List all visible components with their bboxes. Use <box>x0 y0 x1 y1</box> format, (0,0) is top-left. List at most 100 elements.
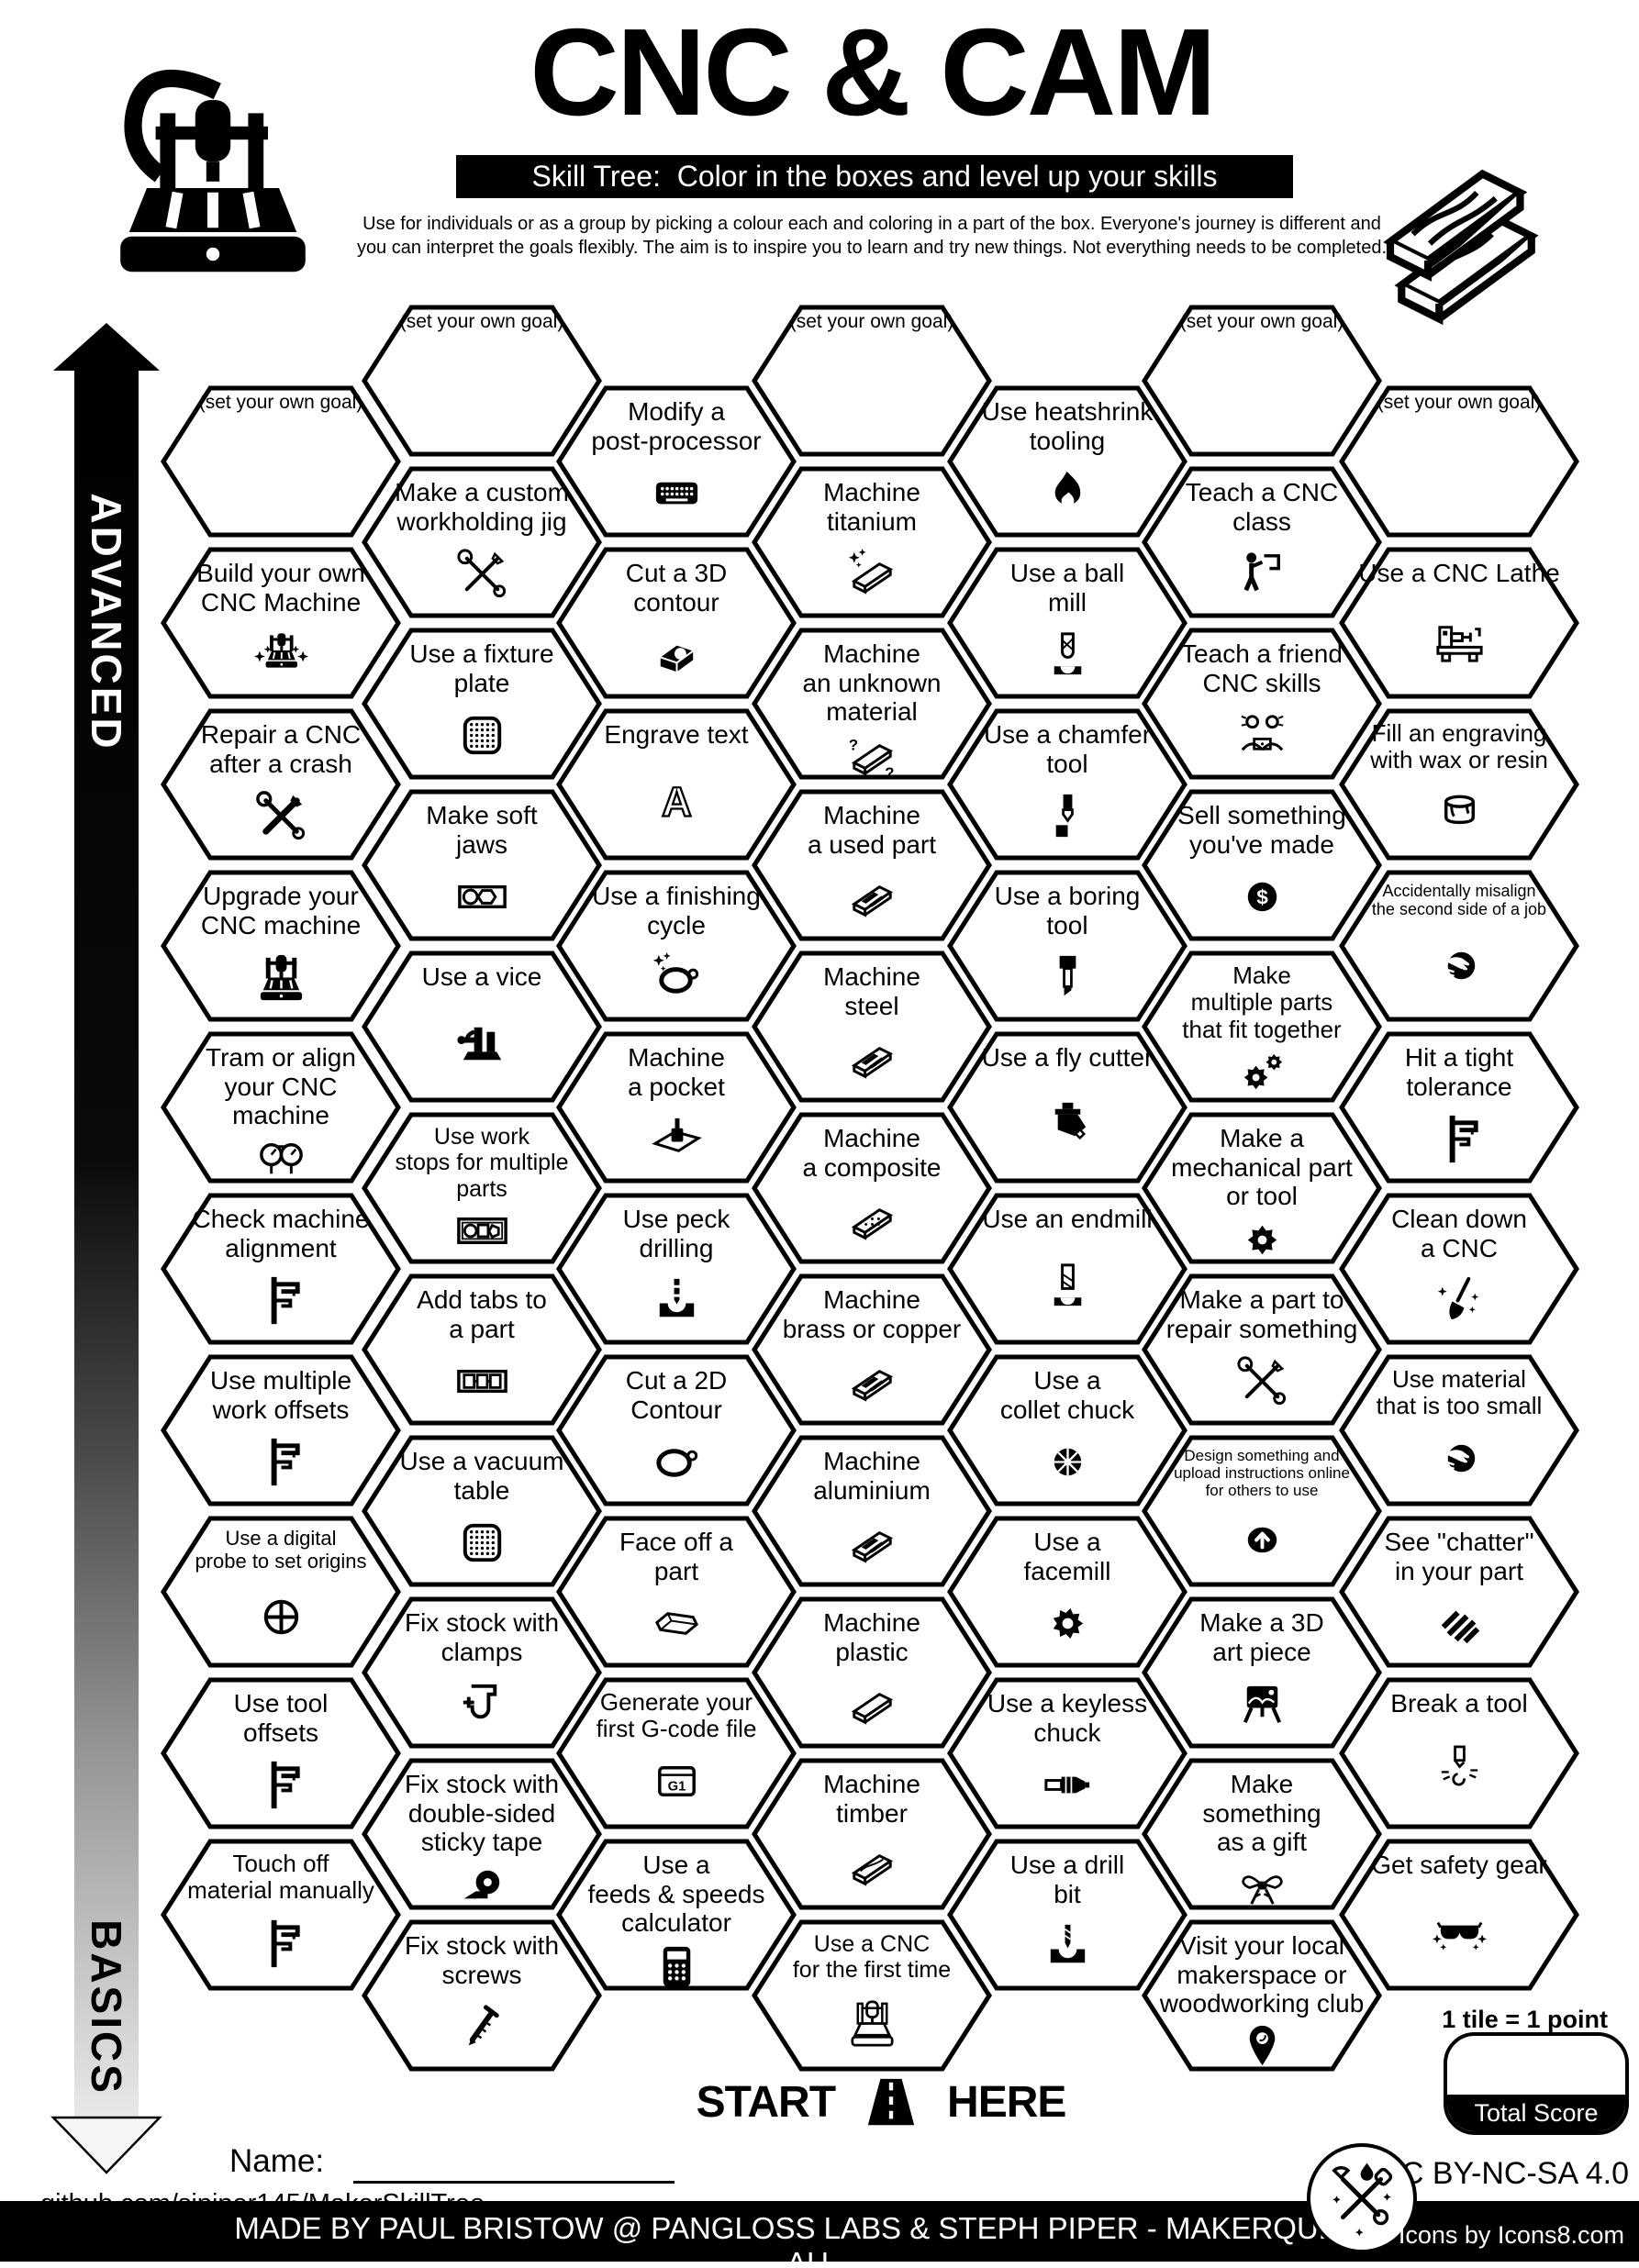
skill-tile[interactable]: Use a keyless chuck <box>946 1675 1188 1831</box>
skill-tile[interactable]: Tram or align your CNC machine <box>160 1029 402 1185</box>
skill-tile[interactable]: Get safety gear <box>1338 1837 1580 1993</box>
goal-tile[interactable]: (set your own goal) <box>160 384 402 539</box>
skill-tile[interactable]: Use a feeds & speeds calculator <box>555 1837 797 1993</box>
skill-tile[interactable]: Use work stops for multiple parts <box>361 1110 603 1266</box>
goal-tile[interactable]: (set your own goal) <box>1338 384 1580 539</box>
skill-tile[interactable]: Repair a CNC after a crash <box>160 706 402 862</box>
skill-tile[interactable]: Use a collet chuck <box>946 1352 1188 1508</box>
skill-tile[interactable]: Check machine alignment <box>160 1191 402 1347</box>
hexagon-outline <box>947 1677 1187 1829</box>
skill-tile[interactable]: Engrave text A <box>555 706 797 862</box>
goal-tile[interactable]: (set your own goal) <box>751 303 993 459</box>
collet-icon <box>1039 1424 1097 1508</box>
skill-tile[interactable]: Touch off material manually <box>160 1837 402 1993</box>
hexagon-outline <box>752 1596 992 1749</box>
skill-tile[interactable]: Use an endmill <box>946 1191 1188 1347</box>
skill-tile[interactable]: Machine an unknown material?? <box>751 626 993 782</box>
hexagon-outline <box>556 1839 797 1991</box>
skill-tile[interactable]: Add tabs to a part <box>361 1272 603 1428</box>
crossed-tools-outline-icon <box>1233 1343 1291 1428</box>
skill-tile[interactable]: Use a facemill <box>946 1514 1188 1670</box>
hexagon-outline <box>752 1435 992 1587</box>
skill-label: Use a fly cutter <box>981 1043 1154 1072</box>
skill-tile[interactable]: Use multiple work offsets <box>160 1352 402 1508</box>
hexagon-outline <box>947 1193 1187 1345</box>
skill-tile[interactable]: Make a 3D art piece <box>1141 1595 1383 1751</box>
skill-tile[interactable]: Visit your local makerspace or woodworki… <box>1141 1918 1383 2073</box>
goal-tile[interactable]: (set your own goal) <box>1141 303 1383 459</box>
skill-tile[interactable]: Use a chamfer tool <box>946 706 1188 862</box>
skill-tile[interactable]: Use a digital probe to set origins <box>160 1514 402 1670</box>
skill-tile[interactable]: Use a vacuum table <box>361 1433 603 1589</box>
skill-tile[interactable]: Machine timber <box>751 1756 993 1912</box>
skill-tile[interactable]: Use a finishing cycle <box>555 868 797 1024</box>
skill-tile[interactable]: Make a custom workholding jig <box>361 464 603 620</box>
skill-tile[interactable]: Machine aluminium <box>751 1433 993 1589</box>
skill-tile[interactable]: Use a fixture plate <box>361 626 603 782</box>
hexagon-outline <box>752 1758 992 1910</box>
skill-tile[interactable]: Teach a friend CNC skills <box>1141 626 1383 782</box>
hexagon-outline <box>362 1435 602 1587</box>
skill-tile[interactable]: Fill an engraving with wax or resin <box>1338 706 1580 862</box>
skill-tile[interactable]: Machine a used part <box>751 787 993 943</box>
skill-tile[interactable]: Use tool offsets <box>160 1675 402 1831</box>
skill-tile[interactable]: Break a tool <box>1338 1675 1580 1831</box>
skill-tile[interactable]: Face off a part <box>555 1514 797 1670</box>
skill-tile[interactable]: Cut a 2D Contour <box>555 1352 797 1508</box>
skill-tile[interactable]: Use peck drilling <box>555 1191 797 1347</box>
skill-tile[interactable]: Make something as a gift <box>1141 1756 1383 1912</box>
skill-tile[interactable]: Design something and upload instructions… <box>1141 1433 1383 1589</box>
skill-tile[interactable]: Hit a tight tolerance <box>1338 1029 1580 1185</box>
skill-tile[interactable]: Make soft jaws <box>361 787 603 943</box>
soft-jaws-icon <box>453 859 511 943</box>
hexagon-outline <box>947 708 1187 861</box>
skill-tile[interactable]: Make a part to repair something <box>1141 1272 1383 1428</box>
skill-tile[interactable]: Fix stock with double-sided sticky tape <box>361 1756 603 1912</box>
skill-tile[interactable]: See "chatter" in your part <box>1338 1514 1580 1670</box>
skill-tile[interactable]: Teach a CNC class <box>1141 464 1383 620</box>
skill-tile[interactable]: Cut a 3D contour <box>555 545 797 701</box>
skill-tile[interactable]: Machine a pocket <box>555 1029 797 1185</box>
skill-tile[interactable]: Make a mechanical part or tool <box>1141 1110 1383 1266</box>
name-field[interactable] <box>353 2181 675 2184</box>
skill-tile[interactable]: Fix stock with screws <box>361 1918 603 2073</box>
skill-tile[interactable]: Machine brass or copper <box>751 1272 993 1428</box>
skill-tile[interactable]: Upgrade your CNC machine <box>160 868 402 1024</box>
skill-tile[interactable]: Use material that is too small <box>1338 1352 1580 1508</box>
peck-drill-icon <box>648 1262 706 1347</box>
svg-text:G1: G1 <box>667 1780 686 1795</box>
skill-tile[interactable]: Sell something you've made $ <box>1141 787 1383 943</box>
goal-tile[interactable]: (set your own goal) <box>361 303 603 459</box>
skill-tile[interactable]: Use a fly cutter <box>946 1029 1188 1185</box>
hexagon-outline <box>1339 1031 1579 1184</box>
broom-icon <box>1431 1262 1488 1347</box>
icons-credit: Icons by Icons8.com <box>1398 2221 1624 2249</box>
skill-tile[interactable]: Machine titanium <box>751 464 993 620</box>
skill-label: Use a CNC Lathe <box>1358 559 1560 587</box>
skill-tile[interactable]: Use heatshrink tooling <box>946 384 1188 539</box>
skill-tile[interactable]: Use a ball mill <box>946 545 1188 701</box>
total-score-box[interactable]: Total Score <box>1444 2032 1629 2135</box>
skill-tile[interactable]: Machine plastic <box>751 1595 993 1751</box>
skill-tile[interactable]: Build your own CNC Machine <box>160 545 402 701</box>
hexagon-outline <box>1142 628 1382 780</box>
skill-tile[interactable]: Use a vice <box>361 949 603 1105</box>
boring-tool-icon <box>1039 939 1097 1024</box>
skill-tile[interactable]: Use a CNC for the first time <box>751 1918 993 2073</box>
skill-tile[interactable]: Use a boring tool <box>946 868 1188 1024</box>
timber-planks-icon <box>1369 151 1562 339</box>
skill-tile[interactable]: Use a CNC Lathe <box>1338 545 1580 701</box>
skill-label: Use a finishing cycle <box>592 882 761 939</box>
dotted-plate-icon <box>453 697 511 782</box>
skill-tile[interactable]: Clean down a CNC <box>1338 1191 1580 1347</box>
skill-tile[interactable]: Generate your first G-code file G1 <box>555 1675 797 1831</box>
skill-tile[interactable]: Modify a post-processor <box>555 384 797 539</box>
skill-tile[interactable]: Fix stock with clamps <box>361 1595 603 1751</box>
skill-tile[interactable]: Use a drill bit <box>946 1837 1188 1993</box>
hexagon-outline <box>752 789 992 941</box>
skill-tile[interactable]: Accidentally misalign the second side of… <box>1338 868 1580 1024</box>
skill-label: Break a tool <box>1390 1689 1528 1718</box>
skill-tile[interactable]: Machine a composite <box>751 1110 993 1266</box>
skill-tile[interactable]: Machine steel <box>751 949 993 1105</box>
skill-tile[interactable]: Make multiple parts that fit together <box>1141 949 1383 1105</box>
